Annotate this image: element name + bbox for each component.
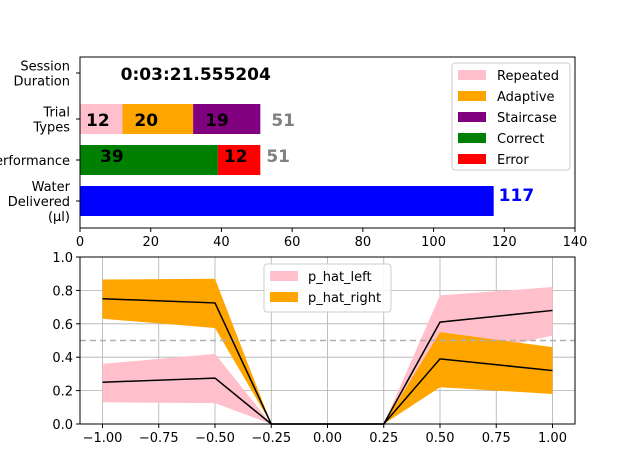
legend-label: Correct xyxy=(497,132,544,147)
trial-types-total: 51 xyxy=(271,111,295,131)
x-tick-label: −0.75 xyxy=(139,431,179,446)
performance-bar xyxy=(217,145,261,175)
legend-label: Error xyxy=(497,153,529,168)
legend-swatch xyxy=(458,112,486,122)
y-tick-label: 0.4 xyxy=(52,351,73,366)
x-tick-label: −1.00 xyxy=(83,431,123,446)
legend-swatch xyxy=(458,70,486,80)
plot-frame xyxy=(79,56,576,229)
category-label-line: (µl) xyxy=(48,210,70,225)
category-label: Performance xyxy=(0,154,70,169)
x-tick-label: 120 xyxy=(492,235,517,250)
legend-label: Repeated xyxy=(497,69,559,84)
trial-type-bar xyxy=(193,104,261,134)
category-label-line: Session xyxy=(20,60,70,75)
x-tick-label: 0.25 xyxy=(369,431,398,446)
legend-swatch xyxy=(270,271,298,281)
category-label-line: Types xyxy=(32,121,70,136)
x-tick-label: 80 xyxy=(355,235,372,250)
performance-total: 51 xyxy=(266,147,290,167)
water-value: 117 xyxy=(499,186,535,206)
performance-value: 12 xyxy=(224,147,248,167)
x-tick-label: 0.50 xyxy=(426,431,455,446)
y-tick-label: 0.2 xyxy=(52,385,73,400)
y-tick-label: 1.0 xyxy=(52,251,73,266)
trial-type-bar xyxy=(122,104,194,134)
psychometric-chart: −1.00 −0.75 −0.50 −0.25 0.00 0.25 0.50 0.75 1.00… xyxy=(52,251,576,446)
trial-type-bar xyxy=(80,104,123,134)
confidence-band-p-hat-left xyxy=(102,287,553,424)
legend-swatch xyxy=(270,292,298,302)
performance-value: 39 xyxy=(100,147,124,167)
category-label-line: Water xyxy=(32,180,71,195)
x-tick-label: 0.00 xyxy=(313,431,342,446)
category-label: Water Delivered (µl) xyxy=(8,180,71,225)
trial-type-value: 20 xyxy=(134,111,158,131)
category-label: Trial Types xyxy=(32,106,70,136)
confidence-band-p-hat-right xyxy=(102,278,553,424)
y-tick-label: 0.6 xyxy=(52,318,73,333)
x-tick-label: 0.75 xyxy=(482,431,511,446)
legend-label: Adaptive xyxy=(497,90,555,105)
x-tick-label: 40 xyxy=(213,235,230,250)
x-tick-label: 20 xyxy=(142,235,159,250)
legend-swatch xyxy=(458,154,486,164)
x-tick-label: 100 xyxy=(421,235,446,250)
trial-type-value: 19 xyxy=(205,111,229,131)
y-tick-label: 0.8 xyxy=(52,284,73,299)
x-tick-label: 140 xyxy=(563,235,588,250)
category-label-line: Performance xyxy=(0,154,70,169)
legend-label: Staircase xyxy=(497,111,557,126)
session-duration-label: 0:03:21.555204 xyxy=(121,65,271,85)
legend-label: p_hat_left xyxy=(308,270,372,285)
legend-label: p_hat_right xyxy=(308,291,381,306)
legend-swatch xyxy=(458,133,486,143)
category-label-line: Delivered xyxy=(8,195,70,210)
x-tick-label: 0 xyxy=(76,235,84,250)
legend-swatch xyxy=(458,91,486,101)
legend-box xyxy=(451,62,571,171)
category-label-line: Trial xyxy=(42,106,70,121)
x-tick-label: 1.00 xyxy=(538,431,567,446)
performance-bar xyxy=(80,145,218,175)
water-bar xyxy=(80,186,494,216)
x-tick-label: −0.50 xyxy=(195,431,235,446)
trial-type-value: 12 xyxy=(86,111,110,131)
y-tick-label: 0.0 xyxy=(52,418,73,433)
category-label: Session Duration xyxy=(14,60,70,90)
category-label-line: Duration xyxy=(14,75,70,90)
x-tick-label: 60 xyxy=(284,235,301,250)
x-tick-label: −0.25 xyxy=(251,431,291,446)
